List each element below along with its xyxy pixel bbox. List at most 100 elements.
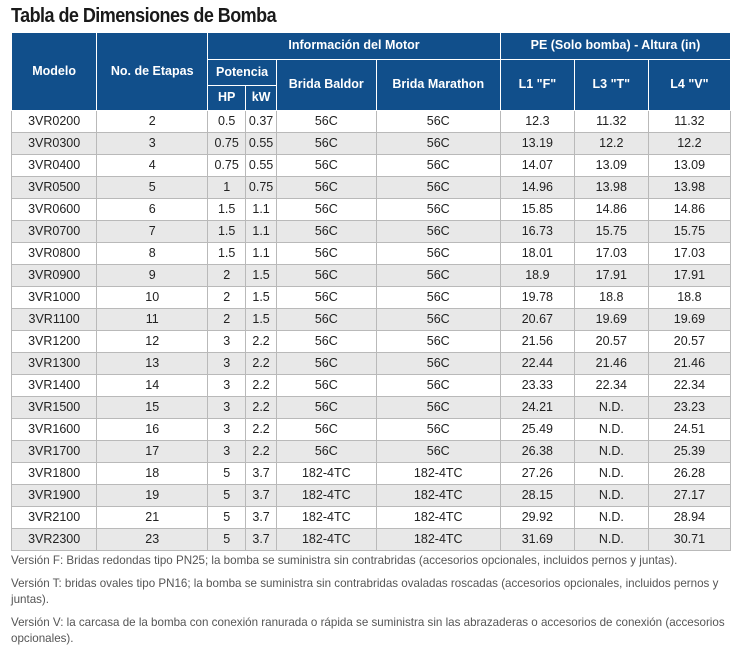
table-row: 3VR1500 15 3 2.2 56C 56C 24.21 N.D. 23.23	[10, 396, 732, 419]
page-title: Tabla de Dimensiones de Bomba	[11, 5, 277, 27]
note-version-t: Versión T: bridas ovales tipo PN16; la b…	[11, 577, 719, 606]
cell-kw: 0.55	[245, 154, 277, 177]
cell-l3: 20.57	[573, 330, 649, 353]
cell-brida-marathon: 182-4TC	[375, 484, 501, 507]
cell-kw: 2.2	[245, 330, 277, 353]
cell-l4: 17.03	[647, 242, 732, 265]
cell-hp: 5	[207, 462, 247, 485]
cell-kw: 1.1	[245, 198, 277, 221]
table-row: 3VR0400 4 0.75 0.55 56C 56C 14.07 13.09 13.09	[10, 154, 732, 177]
cell-brida-baldor: 56C	[275, 352, 377, 375]
cell-kw: 1.5	[245, 286, 277, 309]
cell-etapas: 3	[96, 132, 209, 155]
cell-l3: N.D.	[573, 462, 649, 485]
cell-brida-marathon: 56C	[375, 176, 501, 199]
cell-kw: 0.37	[245, 110, 277, 133]
cell-l1: 22.44	[499, 352, 575, 375]
table-row: 3VR1600 16 3 2.2 56C 56C 25.49 N.D. 24.51	[10, 418, 732, 441]
cell-brida-marathon: 56C	[375, 308, 501, 331]
cell-l3: 12.2	[573, 132, 649, 155]
header-potencia: Potencia	[207, 59, 277, 86]
cell-brida-baldor: 56C	[275, 308, 377, 331]
header-l1: L1 "F"	[499, 59, 575, 111]
cell-hp: 0.75	[207, 132, 247, 155]
cell-l3: N.D.	[573, 440, 649, 463]
cell-etapas: 9	[96, 264, 209, 287]
table-row: 3VR0200 2 0.5 0.37 56C 56C 12.3 11.32 11.32	[10, 110, 732, 133]
cell-kw: 3.7	[245, 462, 277, 485]
header-brida-marathon: Brida Marathon	[375, 59, 501, 111]
cell-modelo: 3VR1300	[10, 352, 98, 375]
cell-l3: 11.32	[573, 110, 649, 133]
cell-brida-marathon: 56C	[375, 396, 501, 419]
cell-l1: 21.56	[499, 330, 575, 353]
cell-brida-baldor: 56C	[275, 176, 377, 199]
cell-l1: 20.67	[499, 308, 575, 331]
header-etapas: No. de Etapas	[96, 32, 209, 111]
cell-brida-baldor: 56C	[275, 286, 377, 309]
header-motor-info: Información del Motor	[207, 32, 501, 60]
cell-modelo: 3VR0700	[10, 220, 98, 243]
table-row: 3VR0600 6 1.5 1.1 56C 56C 15.85 14.86 14.86	[10, 198, 732, 221]
cell-l3: 19.69	[573, 308, 649, 331]
table-row: 3VR1000 10 2 1.5 56C 56C 19.78 18.8 18.8	[10, 286, 732, 309]
cell-modelo: 3VR2100	[10, 506, 98, 529]
cell-l4: 28.94	[647, 506, 732, 529]
cell-modelo: 3VR2300	[10, 528, 98, 551]
cell-modelo: 3VR0200	[10, 110, 98, 133]
table-row: 3VR1700 17 3 2.2 56C 56C 26.38 N.D. 25.39	[10, 440, 732, 463]
cell-l3: 17.03	[573, 242, 649, 265]
cell-brida-marathon: 56C	[375, 198, 501, 221]
cell-etapas: 23	[96, 528, 209, 551]
cell-brida-baldor: 56C	[275, 242, 377, 265]
cell-etapas: 14	[96, 374, 209, 397]
cell-l3: 18.8	[573, 286, 649, 309]
cell-l4: 21.46	[647, 352, 732, 375]
cell-modelo: 3VR0600	[10, 198, 98, 221]
table-row: 3VR0900 9 2 1.5 56C 56C 18.9 17.91 17.91	[10, 264, 732, 287]
cell-brida-marathon: 56C	[375, 264, 501, 287]
cell-l3: N.D.	[573, 484, 649, 507]
cell-l4: 14.86	[647, 198, 732, 221]
cell-l3: N.D.	[573, 396, 649, 419]
cell-kw: 2.2	[245, 374, 277, 397]
cell-l1: 28.15	[499, 484, 575, 507]
cell-l4: 13.09	[647, 154, 732, 177]
cell-l1: 18.9	[499, 264, 575, 287]
cell-brida-marathon: 182-4TC	[375, 462, 501, 485]
cell-l1: 13.19	[499, 132, 575, 155]
cell-l1: 27.26	[499, 462, 575, 485]
cell-l4: 23.23	[647, 396, 732, 419]
cell-hp: 2	[207, 286, 247, 309]
cell-etapas: 16	[96, 418, 209, 441]
cell-etapas: 2	[96, 110, 209, 133]
cell-kw: 2.2	[245, 352, 277, 375]
cell-etapas: 7	[96, 220, 209, 243]
cell-modelo: 3VR1400	[10, 374, 98, 397]
cell-etapas: 21	[96, 506, 209, 529]
footnotes: Versión F: Bridas redondas tipo PN25; la…	[11, 553, 733, 654]
cell-l3: N.D.	[573, 528, 649, 551]
cell-l4: 26.28	[647, 462, 732, 485]
cell-etapas: 18	[96, 462, 209, 485]
cell-brida-marathon: 56C	[375, 418, 501, 441]
cell-hp: 2	[207, 308, 247, 331]
cell-hp: 3	[207, 330, 247, 353]
note-version-v: Versión V: la carcasa de la bomba con co…	[11, 616, 725, 645]
cell-brida-baldor: 56C	[275, 330, 377, 353]
cell-brida-baldor: 182-4TC	[275, 528, 377, 551]
cell-modelo: 3VR1100	[10, 308, 98, 331]
cell-l4: 15.75	[647, 220, 732, 243]
header-l3: L3 "T"	[573, 59, 649, 111]
cell-modelo: 3VR0400	[10, 154, 98, 177]
cell-l3: 13.98	[573, 176, 649, 199]
table-row: 3VR0800 8 1.5 1.1 56C 56C 18.01 17.03 17.03	[10, 242, 732, 265]
cell-etapas: 5	[96, 176, 209, 199]
cell-hp: 3	[207, 396, 247, 419]
cell-l1: 31.69	[499, 528, 575, 551]
header-brida-baldor: Brida Baldor	[275, 59, 377, 111]
cell-modelo: 3VR1200	[10, 330, 98, 353]
cell-kw: 3.7	[245, 484, 277, 507]
table-row: 3VR1400 14 3 2.2 56C 56C 23.33 22.34 22.34	[10, 374, 732, 397]
cell-l1: 15.85	[499, 198, 575, 221]
